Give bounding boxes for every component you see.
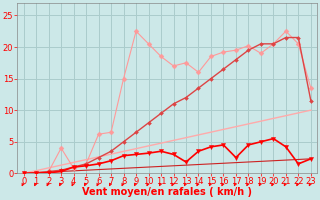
- X-axis label: Vent moyen/en rafales ( km/h ): Vent moyen/en rafales ( km/h ): [82, 187, 252, 197]
